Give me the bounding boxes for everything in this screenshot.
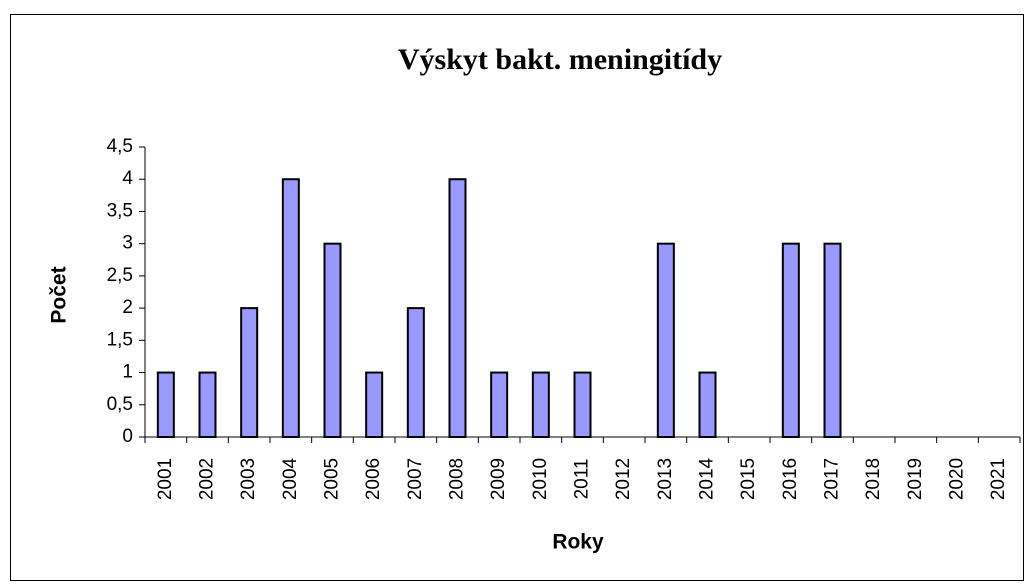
x-tick-label: 2007: [405, 458, 426, 500]
chart-frame: [10, 14, 1024, 581]
x-tick-label: 2013: [655, 458, 676, 500]
y-tick-label: 1,5: [107, 329, 133, 350]
bar: [406, 307, 425, 438]
bar: [531, 371, 550, 438]
y-tick-label: 4,5: [107, 136, 133, 157]
y-tick-label: 1: [122, 362, 133, 383]
x-tick-label: 2018: [863, 458, 884, 500]
y-axis-title: Počet: [48, 266, 71, 323]
bar: [156, 371, 175, 438]
y-tick-label: 4: [122, 168, 133, 189]
y-tick-label: 0,5: [107, 394, 133, 415]
bar: [698, 371, 717, 438]
x-tick-label: 2021: [988, 458, 1009, 500]
bar: [448, 178, 467, 438]
y-tick-label: 2,5: [107, 265, 133, 286]
y-tick-label: 0: [122, 426, 133, 447]
x-tick-label: 2004: [280, 457, 301, 500]
x-tick-label: 2005: [322, 458, 343, 500]
bar: [198, 371, 217, 438]
x-tick-label: 2002: [197, 458, 218, 500]
bar: [365, 371, 384, 438]
bar: [490, 371, 509, 438]
bar: [240, 307, 259, 438]
y-tick-label: 3: [122, 233, 133, 254]
x-tick-label: 2015: [738, 458, 759, 500]
x-tick-label: 2017: [822, 458, 843, 500]
x-tick-label: 2010: [530, 458, 551, 500]
x-tick-label: 2011: [572, 459, 593, 500]
x-tick-label: 2019: [905, 458, 926, 500]
y-tick-label: 2: [122, 297, 133, 318]
bar: [823, 242, 842, 438]
x-tick-label: 2020: [947, 458, 968, 500]
bar: [656, 242, 675, 438]
x-tick-label: 2016: [780, 458, 801, 500]
x-tick-label: 2008: [447, 458, 468, 500]
x-tick-label: 2012: [613, 458, 634, 500]
bar: [573, 371, 592, 438]
x-tick-label: 2001: [155, 458, 176, 500]
bar: [281, 178, 300, 438]
y-tick-label: 3,5: [107, 200, 133, 221]
x-tick-label: 2014: [697, 457, 718, 500]
x-tick-label: 2003: [238, 458, 259, 500]
x-axis-title: Roky: [552, 531, 604, 554]
chart-title: Výskyt bakt. meningitídy: [398, 43, 722, 76]
x-tick-label: 2006: [363, 458, 384, 500]
x-tick-label: 2009: [488, 458, 509, 500]
bar: [781, 242, 800, 438]
bar: [323, 242, 342, 438]
